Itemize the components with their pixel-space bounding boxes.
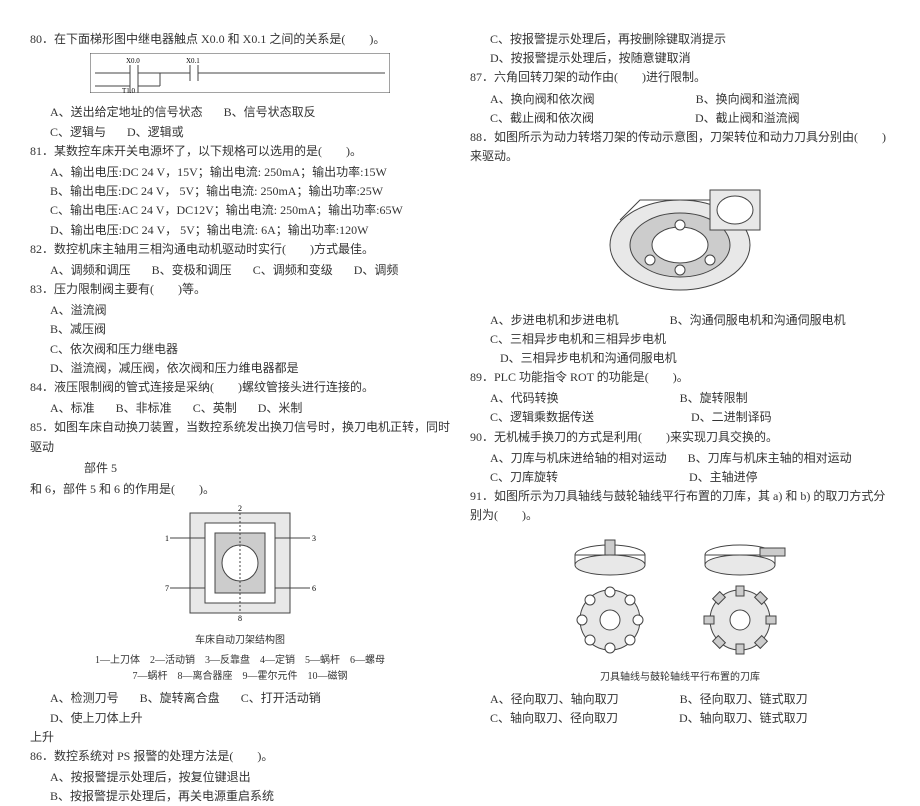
q86-b: B、按报警提示处理后，再关电源重启系统 — [50, 787, 450, 806]
ladder-lbl-a: X0.0 — [126, 57, 140, 65]
q86-opts-cd: C、按报警提示处理后，再按删除键取消提示 D、按报警提示处理后，按随意键取消 — [470, 30, 890, 68]
q91-opts: A、径向取刀、轴向取刀 B、径向取刀、链式取刀 C、轴向取刀、径向取刀 D、轴向… — [470, 690, 890, 728]
svg-text:3: 3 — [312, 534, 316, 543]
q91-figure — [470, 530, 890, 666]
q83-c: C、依次阀和压力继电器 — [50, 340, 450, 359]
ladder-lbl-b: X0.1 — [186, 57, 200, 65]
q88-text: 88．如图所示为动力转塔刀架的传动示意图，刀架转位和动力刀具分别由( )来驱动。 — [470, 128, 890, 166]
q90-b: B、刀库与机床主轴的相对运动 — [688, 449, 852, 468]
q80-c: C、逻辑与 — [50, 123, 106, 142]
q80-b: B、信号状态取反 — [224, 103, 316, 122]
q81-text: 81．某数控车床开关电源坏了，以下规格可以选用的是( )。 — [30, 142, 450, 161]
svg-text:6: 6 — [312, 584, 316, 593]
q85-c: C、打开活动销 — [241, 689, 321, 708]
q85-text3: 和 6，部件 5 和 6 的作用是( )。 — [30, 480, 450, 499]
q87-text: 87．六角回转刀架的动作由( )进行限制。 — [470, 68, 890, 87]
q86-opts-ab: A、按报警提示处理后，按复位键退出 B、按报警提示处理后，再关电源重启系统 — [30, 768, 450, 806]
svg-text:2: 2 — [238, 504, 242, 513]
q83-text: 83．压力限制阀主要有( )等。 — [30, 280, 450, 299]
q80-d: D、逻辑或 — [127, 123, 184, 142]
q87-b: B、换向阀和溢流阀 — [696, 90, 800, 109]
q82-c: C、调频和变级 — [253, 261, 333, 280]
q80-a: A、送出给定地址的信号状态 — [50, 103, 203, 122]
q91-text: 91．如图所示为刀具轴线与鼓轮轴线平行布置的刀库，其 a) 和 b) 的取刀方式… — [470, 487, 890, 525]
q89-text: 89．PLC 功能指令 ROT 的功能是( )。 — [470, 368, 890, 387]
q81-d: D、输出电压:DC 24 V， 5V；输出电流: 6A；输出功率:120W — [50, 221, 450, 240]
q82-a: A、调频和调压 — [50, 261, 131, 280]
q85-d: D、使上刀体上升 — [50, 709, 143, 728]
q88-figure — [470, 170, 890, 306]
svg-text:7: 7 — [165, 584, 169, 593]
q86-a: A、按报警提示处理后，按复位键退出 — [50, 768, 450, 787]
q91-a: A、径向取刀、轴向取刀 — [490, 690, 619, 709]
q90-opts: A、刀库与机床进给轴的相对运动 B、刀库与机床主轴的相对运动 C、刀库旋转 D、… — [470, 449, 890, 487]
q85-text2: 部件 5 — [30, 459, 450, 478]
q91-caption: 刀具轴线与鼓轮轴线平行布置的刀库 — [470, 670, 890, 686]
q91-b: B、径向取刀、链式取刀 — [680, 690, 808, 709]
q90-d: D、主轴进停 — [689, 468, 758, 487]
q91-d: D、轴向取刀、链式取刀 — [679, 709, 808, 728]
q80-opts: A、送出给定地址的信号状态 B、信号状态取反 C、逻辑与 D、逻辑或 — [30, 103, 450, 141]
q84-text: 84．液压限制阀的管式连接是采纳( )螺纹管接头进行连接的。 — [30, 378, 450, 397]
q84-b: B、非标准 — [116, 399, 172, 418]
q85-opts: A、检测刀号 B、旋转离合盘 C、打开活动销 D、使上刀体上升 — [30, 689, 450, 727]
q88-c: C、三相异步电机和三相异步电机 — [490, 330, 666, 349]
svg-text:1: 1 — [165, 534, 169, 543]
q89-opts: A、代码转换 B、旋转限制 C、逻辑乘数据传送 D、二进制译码 — [470, 389, 890, 427]
q82-opts: A、调频和调压 B、变极和调压 C、调频和变级 D、调频 — [30, 261, 450, 280]
q88-a: A、步进电机和步进电机 — [490, 311, 619, 330]
ladder-lbl-c: T1.0 — [122, 87, 136, 93]
q90-a: A、刀库与机床进给轴的相对运动 — [490, 449, 667, 468]
q80-ladder: X0.0 X0.1 T1.0 — [30, 53, 450, 99]
q87-c: C、截止阀和依次阀 — [490, 109, 594, 128]
q89-d: D、二进制译码 — [691, 408, 772, 427]
q81-c: C、输出电压:AC 24 V，DC12V；输出电流: 250mA；输出功率:65… — [50, 201, 450, 220]
q84-opts: A、标准 B、非标准 C、英制 D、米制 — [30, 399, 450, 418]
q83-opts: A、溢流阀 B、减压阀 C、依次阀和压力继电器 D、溢流阀，减压阀，依次阀和压力… — [30, 301, 450, 378]
right-column: C、按报警提示处理后，再按删除键取消提示 D、按报警提示处理后，按随意键取消 8… — [470, 30, 890, 806]
q87-d: D、截止阀和溢流阀 — [695, 109, 800, 128]
q90-text: 90．无机械手换刀的方式是利用( )来实现刀具交换的。 — [470, 428, 890, 447]
q84-d: D、米制 — [258, 399, 303, 418]
q81-opts: A、输出电压:DC 24 V，15V；输出电流: 250mA；输出功率:15W … — [30, 163, 450, 240]
q89-c: C、逻辑乘数据传送 — [490, 408, 594, 427]
q85-caption: 车床自动刀架结构图 — [30, 633, 450, 649]
q83-d: D、溢流阀，减压阀，依次阀和压力维电器都是 — [50, 359, 450, 378]
q82-b: B、变极和调压 — [152, 261, 232, 280]
q85-legend: 1—上刀体 2—活动销 3—反靠盘 4—定销 5—蜗杆 6—螺母 7—蜗杆 8—… — [30, 653, 450, 685]
q86-d: D、按报警提示处理后，按随意键取消 — [490, 49, 890, 68]
q81-b: B、输出电压:DC 24 V， 5V；输出电流: 250mA；输出功率:25W — [50, 182, 450, 201]
q81-a: A、输出电压:DC 24 V，15V；输出电流: 250mA；输出功率:15W — [50, 163, 450, 182]
q89-a: A、代码转换 — [490, 389, 559, 408]
left-column: 80．在下面梯形图中继电器触点 X0.0 和 X0.1 之间的关系是( )。 X… — [30, 30, 450, 806]
q89-b: B、旋转限制 — [680, 389, 748, 408]
q88-d: D、三相异步电机和沟通伺服电机 — [500, 349, 677, 368]
q87-opts: A、换向阀和依次阀 B、换向阀和溢流阀 C、截止阀和依次阀 D、截止阀和溢流阀 — [470, 90, 890, 128]
q85-figure: 1 7 3 6 2 8 — [30, 503, 450, 629]
q85-b: B、旋转离合盘 — [140, 689, 220, 708]
q82-d: D、调频 — [354, 261, 399, 280]
q88-b: B、沟通伺服电机和沟通伺服电机 — [670, 311, 846, 330]
q87-a: A、换向阀和依次阀 — [490, 90, 595, 109]
q80-text: 80．在下面梯形图中继电器触点 X0.0 和 X0.1 之间的关系是( )。 — [30, 30, 450, 49]
q84-c: C、英制 — [193, 399, 237, 418]
svg-text:8: 8 — [238, 614, 242, 623]
q82-text: 82．数控机床主轴用三相沟通电动机驱动时实行( )方式最佳。 — [30, 240, 450, 259]
q90-c: C、刀库旋转 — [490, 468, 558, 487]
q88-opts: A、步进电机和步进电机 B、沟通伺服电机和沟通伺服电机 C、三相异步电机和三相异… — [470, 311, 890, 369]
q85-a: A、检测刀号 — [50, 689, 119, 708]
q86-c: C、按报警提示处理后，再按删除键取消提示 — [490, 30, 890, 49]
q85-d-line2: 上升 — [30, 728, 450, 747]
q83-a: A、溢流阀 — [50, 301, 450, 320]
q91-c: C、轴向取刀、径向取刀 — [490, 709, 618, 728]
q83-b: B、减压阀 — [50, 320, 450, 339]
q86-text: 86．数控系统对 PS 报警的处理方法是( )。 — [30, 747, 450, 766]
q84-a: A、标准 — [50, 399, 95, 418]
q85-text: 85．如图车床自动换刀装置，当数控系统发出换刀信号时，换刀电机正转，同时驱动 — [30, 418, 450, 456]
